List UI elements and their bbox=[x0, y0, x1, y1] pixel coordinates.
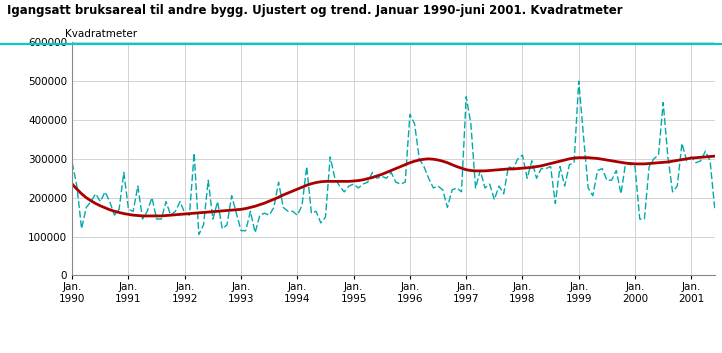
Text: Kvadratmeter: Kvadratmeter bbox=[65, 29, 137, 39]
Text: Igangsatt bruksareal til andre bygg. Ujustert og trend. Januar 1990-juni 2001. K: Igangsatt bruksareal til andre bygg. Uju… bbox=[7, 4, 623, 17]
